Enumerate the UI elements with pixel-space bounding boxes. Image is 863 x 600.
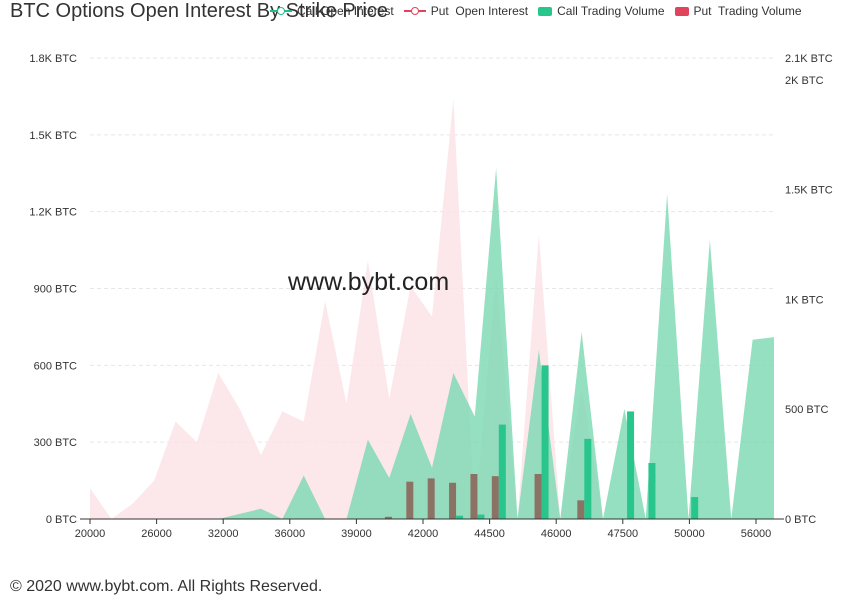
legend-item-put-open-interest[interactable]: Put Open Interest [403,4,529,18]
call-volume-bar [477,514,485,519]
legend-swatch [403,6,426,16]
watermark-text: www.bybt.com [288,268,450,296]
x-tick-label: 46000 [541,528,572,540]
y-right-tick-label: 0 BTC [785,514,816,526]
call-volume-bar [456,515,464,519]
legend-item-call-open-interest[interactable]: Call Open Interest [270,4,394,18]
x-tick-label: 26000 [141,528,172,540]
legend-label: Call Trading Volume [557,4,665,18]
x-tick-label: 42000 [408,528,439,540]
put-open-interest-area [90,98,774,519]
legend-item-put-trading-volume[interactable]: Put Trading Volume [674,4,802,18]
y-left-tick-label: 1.2K BTC [29,207,77,219]
call-volume-bar [498,424,506,519]
legend-label: Call Open Interest [297,4,394,18]
put-volume-bar [470,473,478,519]
put-volume-bar [406,481,414,519]
legend-swatch [270,6,292,16]
y-right-tick-label: 500 BTC [785,404,828,416]
y-left-tick-label: 600 BTC [34,360,77,372]
put-volume-bar [534,473,542,519]
x-tick-label: 47500 [608,528,639,540]
y-left-tick-label: 300 BTC [34,437,77,449]
call-volume-bar [627,411,635,519]
y-left-tick-label: 0 BTC [46,514,77,526]
put-volume-bar [491,476,499,519]
x-tick-label: 36000 [275,528,306,540]
y-left-tick-label: 1.5K BTC [29,130,77,142]
call-volume-bar [648,463,656,519]
x-tick-label: 39000 [341,528,372,540]
call-volume-bar [691,497,699,519]
put-volume-bar [449,482,457,519]
footer-copyright: © 2020 www.bybt.com. All Rights Reserved… [10,578,323,595]
call-open-interest-area [90,168,774,519]
legend-swatch [538,6,553,16]
x-tick-label: 50000 [674,528,705,540]
y-left-tick-label: 900 BTC [34,284,77,296]
chart-title: BTC Options Open Interest By Strike Pric… [10,0,388,22]
x-tick-label: 32000 [208,528,239,540]
legend-swatch [674,6,689,16]
put-volume-bar [427,478,435,519]
x-tick-label: 20000 [75,528,106,540]
put-volume-bar [577,500,585,519]
legend-label: Put Open Interest [430,4,529,18]
put-volume-bar [384,516,392,519]
chart-legend: Call Open Interest Put Open Interest Call … [270,3,812,19]
y-left-tick-label: 1.8K BTC [29,53,77,65]
legend-label: Put Trading Volume [693,4,802,18]
y-right-tick-label: 1K BTC [785,294,824,306]
call-volume-bar [541,365,549,519]
y-right-tick-label: 2K BTC [785,75,824,87]
legend-item-call-trading-volume[interactable]: Call Trading Volume [538,4,665,18]
y-right-tick-label: 2.1K BTC [785,53,833,65]
x-tick-label: 56000 [741,528,772,540]
x-tick-label: 44500 [474,528,505,540]
call-volume-bar [584,438,592,519]
y-right-tick-label: 1.5K BTC [785,185,833,197]
